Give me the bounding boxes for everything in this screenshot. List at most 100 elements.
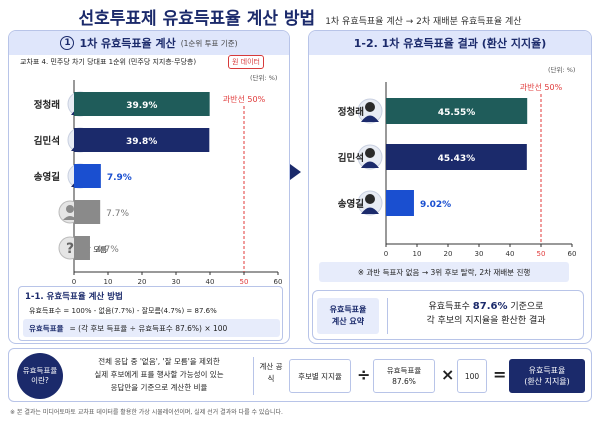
- summary-text: 유효득표수 87.6% 기준으로 각 후보의 지지율을 환산한 결과: [391, 300, 581, 328]
- formula-term-support: 후보별 지지율: [289, 359, 351, 393]
- category-label: 송영길: [34, 171, 60, 183]
- method-line: 유효득표수 = 100% - 없음(7.7%) - 잘모름(4.7%) = 87…: [29, 307, 217, 315]
- summary-text-line2: 각 후보의 지지율을 환산한 결과: [426, 316, 546, 326]
- bar: [74, 164, 101, 188]
- left-bar-chart: 0 10 20 30 40 50 60 과반선 50% 정청래 39.9% 김민석 39.8% 송영길 7…: [34, 80, 283, 286]
- method-box: 1-1. 유효득표율 계산 방법 유효득표수 = 100% - 없음(7.7%)…: [18, 286, 283, 341]
- footnote: ※ 본 결과는 미디어토마토 교차표 데이터를 활용한 가상 시뮬레이션이며, …: [10, 409, 283, 416]
- value-label: 9.02%: [420, 200, 451, 210]
- definition-box: 유효득표율 이란? 전체 응답 중 '없음', '잘 모름'을 제외한 실제 후…: [8, 348, 592, 402]
- definition-text: 전체 응답 중 '없음', '잘 모름'을 제외한 실제 후보에게 표를 행사할…: [69, 355, 249, 394]
- formula-term-valid-rate-line2: 87.6%: [392, 377, 416, 386]
- bar: [74, 128, 210, 152]
- candidate-photo-icon: [357, 144, 383, 170]
- bar: [386, 144, 527, 170]
- definition-question: 유효득표율 이란?: [17, 353, 63, 399]
- x-tick-label: 50: [537, 250, 546, 258]
- photo-head: [365, 148, 375, 158]
- x-tick-label: 50: [240, 278, 249, 286]
- x-tick-label: 60: [274, 278, 283, 286]
- category-label: 송영길: [338, 198, 364, 210]
- photo-head: [365, 102, 375, 112]
- value-label: 39.8%: [126, 137, 157, 147]
- right-bar-chart: 0 10 20 30 40 50 60 과반선 50% 정청래 45.55% 김민석 45.43% 송영…: [338, 82, 577, 258]
- x-tick-label: 30: [475, 250, 484, 258]
- x-tick-label: 0: [72, 278, 76, 286]
- method-formula-label: 유효득표율: [29, 323, 64, 333]
- bar: [74, 92, 210, 116]
- rule-note: ※ 과반 득표자 없음 → 3위 후보 탈락, 2차 재배분 진행: [319, 262, 569, 282]
- summary-text-line1: 유효득표수 87.6% 기준으로: [391, 300, 581, 314]
- left-panel-subtitle: (1순위 투표 기준): [180, 38, 238, 48]
- photo-suit: [361, 207, 379, 214]
- candidate-photo-icon: [357, 190, 383, 216]
- category-label: 김민석: [338, 152, 364, 164]
- method-formula: 유효득표율 = (각 후보 득표율 ÷ 유효득표수 87.6%) × 100: [23, 319, 280, 337]
- category-label: 정청래: [34, 99, 60, 111]
- question-icon-glyph: ?: [66, 241, 74, 257]
- x-tick-label: 0: [384, 250, 388, 258]
- formula-label: 계산 공식: [259, 362, 283, 383]
- page-title: 선호투표제 유효득표율 계산 방법: [78, 9, 316, 29]
- summary-label-line2: 계산 요약: [331, 317, 365, 326]
- photo-head: [365, 194, 375, 204]
- chart-note: 교차표 4. 민주당 차기 당대표 1순위 (민주당 지지층·무당층): [20, 58, 197, 66]
- photo-suit: [361, 161, 379, 168]
- formula-result-line2: (환산 지지율): [524, 377, 570, 386]
- formula-term-valid-rate-line1: 유효득표율: [386, 366, 422, 375]
- value-label: 7.7%: [106, 209, 129, 219]
- bar: [386, 190, 414, 216]
- value-label: 45.55%: [438, 108, 476, 118]
- bar: [74, 236, 90, 260]
- summary-box: 유효득표율 계산 요약 유효득표수 87.6% 기준으로 각 후보의 지지율을 …: [312, 290, 584, 340]
- threshold-label: 과반선 50%: [520, 83, 563, 92]
- right-unit-label: (단위: %): [548, 66, 576, 74]
- formula-divide-icon: ÷: [357, 365, 371, 384]
- photo-suit: [361, 115, 379, 122]
- raw-data-badge: 원 데이터: [228, 55, 264, 69]
- left-panel-header: 1 1차 유효득표율 계산 (1순위 투표 기준): [9, 31, 289, 55]
- summary-divider: [387, 298, 388, 334]
- category-label: 김민석: [34, 135, 60, 147]
- category-label: 정청래: [338, 106, 364, 118]
- x-tick-label: 60: [568, 250, 577, 258]
- x-tick-label: 40: [206, 278, 215, 286]
- formula-multiply-icon: ×: [441, 365, 455, 384]
- bar: [74, 200, 101, 224]
- formula-equals-icon: =: [493, 365, 507, 384]
- formula-term-hundred: 100: [457, 359, 487, 393]
- user-icon-body: [63, 216, 77, 220]
- summary-label: 유효득표율 계산 요약: [317, 298, 379, 334]
- left-unit-label: (단위: %): [250, 74, 278, 82]
- value-label: 7.9%: [107, 173, 132, 183]
- value-label: 4.7%: [96, 245, 119, 255]
- summary-text-post: 기준으로: [507, 302, 544, 312]
- summary-highlight: 87.6%: [472, 301, 508, 312]
- x-tick-label: 10: [413, 250, 422, 258]
- candidate-photo-icon: [357, 98, 383, 124]
- definition-divider: [253, 357, 254, 395]
- value-label: 39.9%: [126, 101, 157, 111]
- threshold-label: 과반선 50%: [223, 95, 266, 104]
- formula-result: 유효득표율 (환산 지지율): [509, 359, 585, 393]
- definition-line3: 응답만을 기준으로 계산한 비율: [110, 383, 208, 392]
- summary-text-pre: 유효득표수: [428, 302, 473, 312]
- x-tick-label: 20: [444, 250, 453, 258]
- x-tick-label: 40: [506, 250, 515, 258]
- method-formula-text: = (각 후보 득표율 ÷ 유효득표수 87.6%) × 100: [69, 323, 228, 333]
- user-icon-head: [66, 205, 74, 213]
- right-panel-header: 1-2. 1차 유효득표율 결과 (환산 지지율): [309, 31, 591, 55]
- definition-line1: 전체 응답 중 '없음', '잘 모름'을 제외한: [98, 357, 220, 366]
- right-panel-title: 1-2. 1차 유효득표율 결과 (환산 지지율): [353, 37, 547, 50]
- x-tick-label: 20: [138, 278, 147, 286]
- category-label: 잘 모름: [84, 245, 107, 254]
- definition-line2: 실제 후보에게 표를 행사할 가능성이 있는: [94, 370, 224, 379]
- value-label: 45.43%: [438, 154, 476, 164]
- step-number: 1: [60, 36, 75, 50]
- arrow-right-icon: [290, 164, 301, 180]
- x-tick-label: 30: [172, 278, 181, 286]
- x-tick-label: 10: [104, 278, 113, 286]
- bar: [386, 98, 528, 124]
- page-header: 선호투표제 유효득표율 계산 방법 1차 유효득표율 계산 → 2차 재배분 유…: [0, 4, 600, 29]
- method-title: 1-1. 유효득표율 계산 방법: [25, 292, 123, 302]
